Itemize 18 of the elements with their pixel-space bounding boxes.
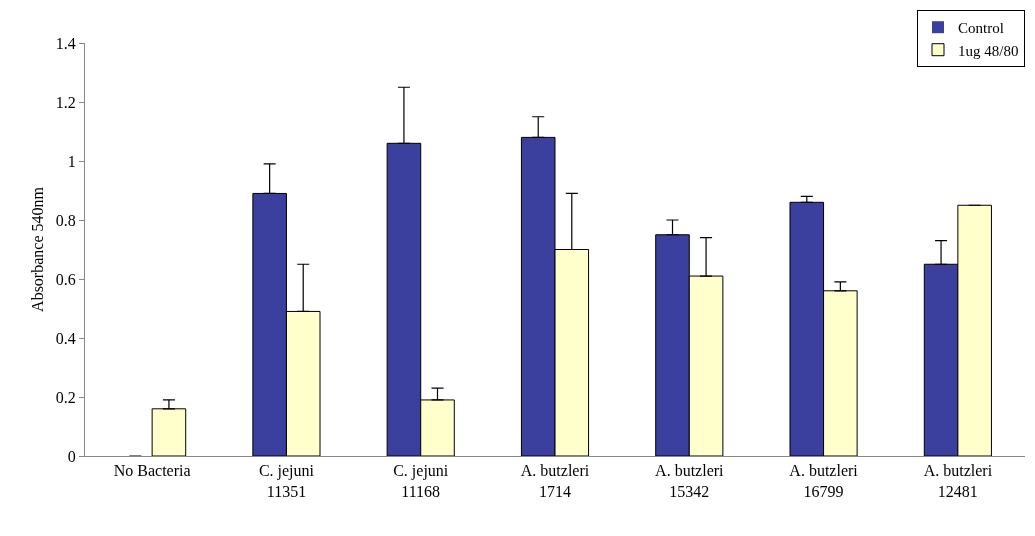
y-tick-label: 0.2 xyxy=(55,388,76,406)
y-tick-label: 1 xyxy=(67,152,76,170)
x-tick-label: C. jejuni 11168 xyxy=(393,462,449,500)
x-tick-label: A. butzleri 12481 xyxy=(923,462,993,500)
y-tick-label: 1.2 xyxy=(55,93,76,111)
x-tick-label: No Bacteria xyxy=(113,462,191,480)
y-tick-label: 0.6 xyxy=(55,270,76,288)
y-tick-label: 1.4 xyxy=(55,34,76,52)
x-tick-label: A. butzleri 1714 xyxy=(520,462,590,500)
legend-label: Control xyxy=(958,20,1004,37)
legend-label: 1ug 48/80 xyxy=(958,42,1019,59)
x-tick-label: C. jejuni 11351 xyxy=(258,462,315,500)
y-tick-label: 0.4 xyxy=(55,329,76,347)
y-tick-label: 0.8 xyxy=(55,211,76,229)
y-axis-title: Absorbance 540nm xyxy=(29,186,46,312)
y-tick-label: 0 xyxy=(67,447,76,465)
x-tick-label: A. butzleri 15342 xyxy=(655,462,725,500)
x-tick-label: A. butzleri 16799 xyxy=(789,462,859,500)
